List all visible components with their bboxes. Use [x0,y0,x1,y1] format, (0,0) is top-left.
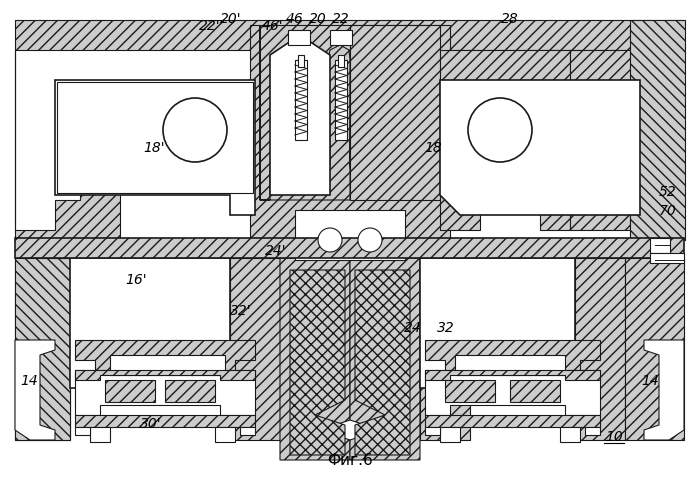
Polygon shape [425,370,600,415]
Polygon shape [15,340,55,440]
Polygon shape [280,258,350,460]
Bar [298,55,304,67]
Bar [90,427,110,442]
Text: 46: 46 [286,12,304,26]
Polygon shape [350,25,440,200]
Text: 14: 14 [641,374,659,388]
Bar [295,210,405,260]
Polygon shape [270,35,330,195]
Polygon shape [230,258,280,440]
Text: 24: 24 [403,321,421,335]
Polygon shape [15,50,120,240]
Text: 70: 70 [658,204,677,218]
Text: 14: 14 [20,374,38,388]
Circle shape [468,98,532,162]
Bar [338,55,344,67]
Text: Фиг.6: Фиг.6 [326,453,373,468]
Text: 30': 30' [140,417,161,431]
Text: 46': 46' [262,19,283,34]
Polygon shape [15,20,684,50]
Text: 28: 28 [501,12,519,26]
Bar [650,238,670,253]
Bar [440,427,460,442]
Polygon shape [75,370,255,380]
Bar [288,30,310,45]
Bar [295,60,307,140]
Bar [510,380,560,402]
Bar [57,82,253,193]
Polygon shape [15,258,70,440]
Bar [560,427,580,442]
Bar [445,380,495,402]
Bar [240,427,255,435]
Text: 22: 22 [331,12,350,26]
Polygon shape [420,258,470,440]
Polygon shape [570,50,650,230]
Text: 32: 32 [437,321,455,335]
Polygon shape [15,238,684,258]
Bar [420,258,575,388]
Polygon shape [440,50,570,230]
Circle shape [358,228,382,252]
Text: 10: 10 [605,430,623,444]
Polygon shape [440,80,640,215]
Polygon shape [15,258,70,440]
Bar [330,30,352,45]
Polygon shape [425,340,600,372]
Polygon shape [250,25,450,240]
Text: 18': 18' [143,141,164,156]
Text: 20': 20' [220,12,241,26]
Bar [335,60,347,140]
Polygon shape [75,340,255,372]
Text: 22': 22' [199,19,220,34]
Polygon shape [575,258,625,440]
Text: 24': 24' [266,244,287,259]
Bar [70,258,230,388]
Bar [425,415,600,427]
Bar [455,355,565,375]
Polygon shape [630,20,685,240]
Circle shape [318,228,342,252]
Bar [650,253,684,263]
Bar [75,427,90,435]
Text: 32': 32' [231,304,252,319]
Polygon shape [625,258,684,440]
Polygon shape [290,270,345,455]
Polygon shape [75,370,255,415]
Bar [75,415,255,427]
Bar [110,355,225,375]
Bar [425,427,440,435]
Polygon shape [425,370,600,380]
Bar [585,427,600,435]
Text: 52: 52 [658,184,677,199]
Text: 18: 18 [424,141,442,156]
Circle shape [163,98,227,162]
Polygon shape [644,340,684,440]
Text: 16': 16' [126,273,147,287]
Bar [215,427,235,442]
Polygon shape [55,80,255,215]
Polygon shape [350,258,420,460]
Bar [165,380,215,402]
Bar [105,380,155,402]
Text: 20: 20 [309,12,327,26]
Polygon shape [355,270,410,455]
Polygon shape [260,25,350,200]
